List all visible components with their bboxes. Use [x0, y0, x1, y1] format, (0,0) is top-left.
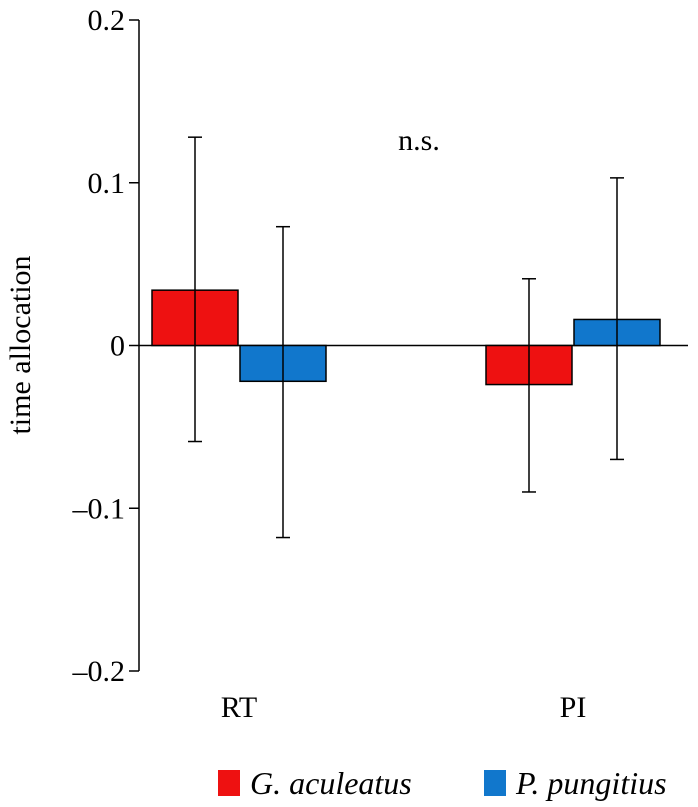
y-tick-label: 0.1 — [88, 167, 126, 200]
legend: G. aculeatus P. pungitius — [218, 765, 667, 801]
y-tick-label: –0.2 — [72, 655, 126, 688]
y-tick-label: 0.2 — [88, 4, 126, 37]
y-axis-title: time allocation — [4, 255, 37, 434]
category-labels: RT PI — [221, 691, 587, 724]
legend-label: G. aculeatus — [250, 765, 412, 801]
bars — [151, 289, 661, 386]
y-tick-label: –0.1 — [72, 492, 126, 525]
legend-swatch — [484, 770, 506, 796]
significance-annotation: n.s. — [398, 124, 440, 157]
error-bars — [188, 136, 624, 539]
legend-swatch — [218, 770, 240, 796]
y-tick-label: 0 — [110, 330, 125, 363]
category-label: RT — [221, 691, 258, 724]
category-label: PI — [560, 691, 587, 724]
legend-label: P. pungitius — [515, 765, 667, 801]
